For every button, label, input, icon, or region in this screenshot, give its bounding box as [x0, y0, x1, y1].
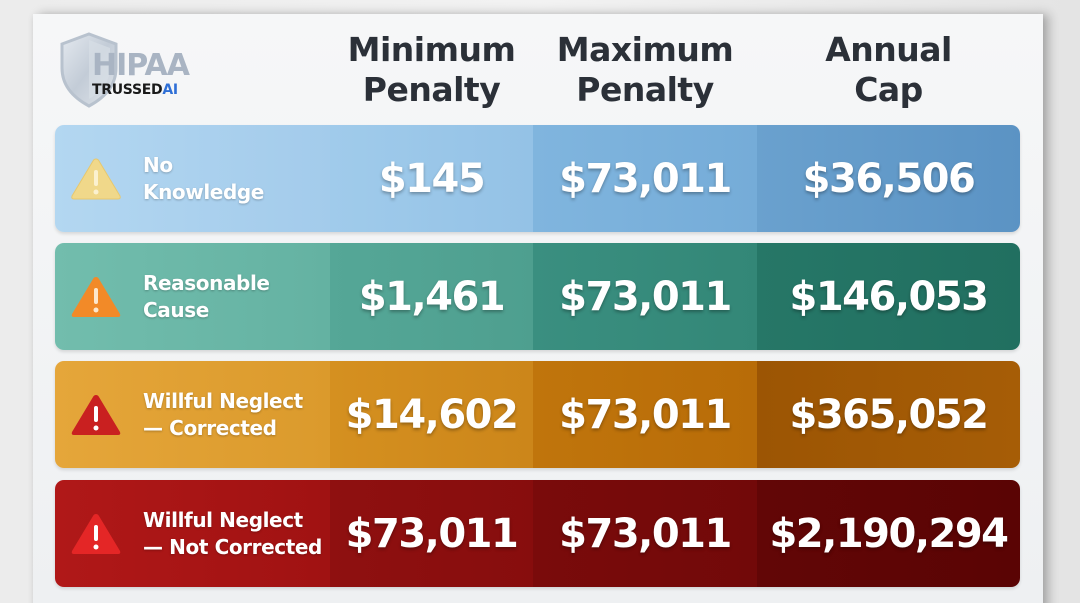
maximum-penalty-cell: $73,011 — [533, 480, 757, 587]
annual-cap-cell: $365,052 — [757, 361, 1020, 468]
annual-cap-cell: $146,053 — [757, 243, 1020, 350]
minimum-penalty-cell: $145 — [330, 125, 533, 232]
minimum-penalty-cell: $14,602 — [330, 361, 533, 468]
header-line: Maximum — [556, 30, 734, 69]
warning-icon — [71, 394, 121, 435]
tier-row-no-knowledge: No Knowledge $145 $73,011 $36,506 — [55, 125, 1020, 232]
header-line: Penalty — [576, 70, 714, 109]
logo-trussed-word: TRUSSED — [92, 82, 163, 98]
tier-label: Willful Neglect — Not Corrected — [143, 507, 322, 561]
tier-row-reasonable-cause: Reasonable Cause $1,461 $73,011 $146,053 — [55, 243, 1020, 350]
tier-label-line1: No — [143, 152, 173, 177]
warning-icon — [71, 276, 121, 317]
tier-label-line1: Reasonable — [143, 270, 270, 295]
maximum-penalty-cell: $73,011 — [533, 125, 757, 232]
header-minimum-penalty: Minimum Penalty — [330, 30, 533, 110]
annual-cap-cell: $36,506 — [757, 125, 1020, 232]
warning-icon — [71, 157, 121, 199]
header-line: Cap — [854, 70, 923, 109]
header-line: Annual — [825, 30, 952, 69]
minimum-penalty-cell: $1,461 — [330, 243, 533, 350]
warning-icon — [71, 513, 121, 554]
tier-label-line2: Cause — [143, 297, 209, 322]
tier-label-cell: Reasonable Cause — [55, 243, 330, 350]
tier-label: No Knowledge — [143, 152, 264, 206]
tier-row-willful-neglect-corrected: Willful Neglect — Corrected $14,602 $73,… — [55, 361, 1020, 468]
logo-trussed-text: TRUSSEDAI — [92, 82, 178, 98]
annual-cap-cell: $2,190,294 — [757, 480, 1020, 587]
tier-label-line1: Willful Neglect — [143, 507, 303, 532]
minimum-penalty-cell: $73,011 — [330, 480, 533, 587]
tier-label-line2: — Corrected — [143, 415, 277, 440]
logo-ai-accent: AI — [162, 82, 178, 98]
tier-label: Willful Neglect — Corrected — [143, 388, 303, 442]
tier-label: Reasonable Cause — [143, 270, 270, 324]
shield-icon — [60, 32, 118, 108]
maximum-penalty-cell: $73,011 — [533, 243, 757, 350]
header-line: Penalty — [362, 70, 501, 109]
hipaa-trussed-logo: HIPAA TRUSSEDAI — [58, 28, 218, 108]
header-annual-cap: Annual Cap — [757, 30, 1020, 110]
tier-label-line2: Knowledge — [143, 179, 264, 204]
tier-label-cell: No Knowledge — [55, 125, 330, 232]
tier-row-willful-neglect-not-corrected: Willful Neglect — Not Corrected $73,011 … — [55, 480, 1020, 587]
tier-label-cell: Willful Neglect — Not Corrected — [55, 480, 330, 587]
header-line: Minimum — [347, 30, 516, 69]
maximum-penalty-cell: $73,011 — [533, 361, 757, 468]
tier-label-cell: Willful Neglect — Corrected — [55, 361, 330, 468]
header-maximum-penalty: Maximum Penalty — [533, 30, 757, 110]
logo-hipaa-text: HIPAA — [92, 48, 190, 83]
tier-label-line1: Willful Neglect — [143, 388, 303, 413]
tier-label-line2: — Not Corrected — [143, 534, 322, 559]
